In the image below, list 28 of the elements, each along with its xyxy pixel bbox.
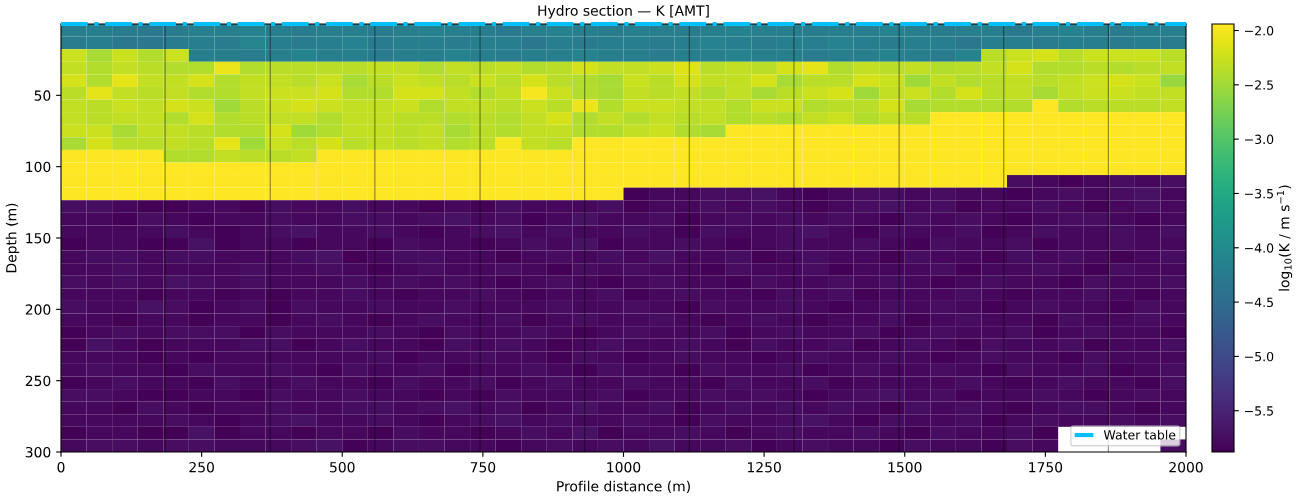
y-tick-label: 150 [26,232,51,244]
color-bar-title: log$_{10}$(K / m s$^{−1}$) [1276,185,1293,291]
color-bar-label: −4.0 [1245,243,1274,253]
x-tick-label: 0 [57,461,65,473]
legend-label: Water table [1103,429,1176,440]
color-bar-label: −2.0 [1245,25,1274,36]
x-tick-label: 1500 [888,461,922,473]
color-bar-label: −5.5 [1245,406,1273,416]
x-tick-label: 1750 [1029,461,1063,473]
x-axis-title: Profile distance (m) [557,480,690,494]
color-bar-label: −5.0 [1245,351,1274,362]
y-tick-label: 200 [25,304,51,315]
y-tick-label: 250 [25,375,51,387]
x-tick-label: 1250 [747,461,781,473]
x-tick-label: 250 [189,461,214,473]
x-tick-label: 2000 [1169,461,1203,473]
chart-title: Hydro section — K [AMT] [538,5,709,19]
color-bar-label: −3.5 [1245,188,1273,199]
x-tick-label: 750 [470,461,496,473]
color-bar-label: −3.0 [1245,134,1274,145]
color-bar-label: −2.5 [1245,80,1273,90]
y-tick-label: 50 [34,90,51,101]
y-axis-title: Depth (m) [5,203,20,273]
y-tick-label: 100 [26,161,51,173]
color-bar-label: −4.5 [1245,297,1273,308]
x-tick-label: 1000 [607,461,641,473]
y-tick-label: 300 [25,446,51,458]
x-tick-label: 500 [330,461,355,473]
